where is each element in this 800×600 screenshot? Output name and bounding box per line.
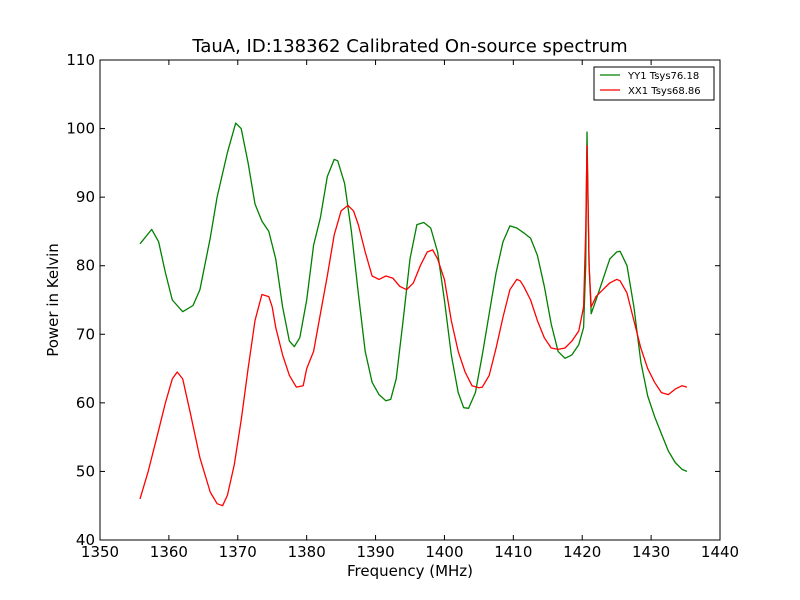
y-tick-label: 80 — [76, 257, 95, 275]
y-tick-label: 50 — [76, 462, 95, 480]
y-tick-label: 70 — [76, 325, 95, 343]
x-tick-label: 1410 — [494, 543, 532, 561]
axis-ticks: 1350 1360 1370 1380 1390 1400 1410 1420 1430 1440… — [66, 51, 739, 561]
chart-title: TauA, ID:138362 Calibrated On-source spe… — [191, 36, 627, 57]
y-tick-label: 100 — [66, 120, 95, 138]
series-line-2 — [139, 145, 688, 507]
legend: YY1 Tsys76.18 XX1 Tsys68.86 — [593, 66, 715, 101]
x-tick-label: 1350 — [81, 543, 119, 561]
y-tick-label: 90 — [76, 188, 95, 206]
y-tick-label: 40 — [76, 531, 95, 549]
x-tick-label: 1400 — [425, 543, 463, 561]
y-tick-label: 110 — [66, 51, 95, 69]
legend-label-2: XX1 Tsys68.86 — [628, 86, 701, 97]
legend-label-1: YY1 Tsys76.18 — [627, 71, 699, 82]
plot-frame — [99, 59, 721, 541]
x-tick-label: 1440 — [701, 543, 739, 561]
plot-area — [99, 59, 721, 541]
y-tick-label: 60 — [76, 394, 95, 412]
x-tick-label: 1370 — [219, 543, 257, 561]
x-axis-label: Frequency (MHz) — [347, 562, 473, 580]
legend-box — [593, 66, 715, 101]
x-tick-label: 1420 — [563, 543, 601, 561]
x-tick-label: 1360 — [150, 543, 188, 561]
x-tick-label: 1390 — [356, 543, 394, 561]
series-line-1 — [139, 122, 688, 472]
x-tick-label: 1380 — [288, 543, 326, 561]
x-tick-label: 1430 — [632, 543, 670, 561]
y-axis-label: Power in Kelvin — [44, 243, 62, 357]
